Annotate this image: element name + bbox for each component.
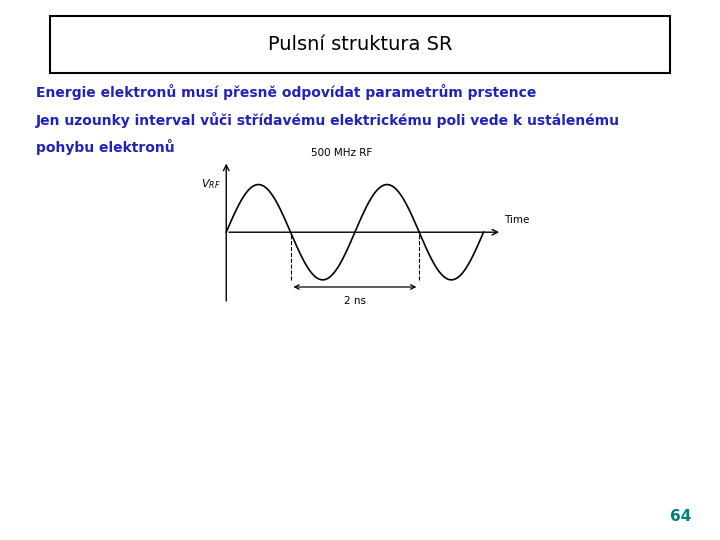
Text: pohybu elektronů: pohybu elektronů — [36, 139, 175, 156]
Text: 64: 64 — [670, 509, 691, 524]
Bar — [50, 16, 670, 73]
Text: Time: Time — [504, 215, 529, 225]
Text: Pulsní struktura SR: Pulsní struktura SR — [268, 35, 452, 55]
Text: 2 ns: 2 ns — [344, 295, 366, 306]
Text: $V_{RF}$: $V_{RF}$ — [201, 178, 220, 192]
Text: 500 MHz RF: 500 MHz RF — [311, 148, 373, 158]
Text: Jen uzounky interval vůči střídavému elektrickému poli vede k ustálenému: Jen uzounky interval vůči střídavému ele… — [36, 112, 620, 129]
Text: Energie elektronů musí přesně odpovídat parametrům prstence: Energie elektronů musí přesně odpovídat … — [36, 84, 536, 100]
